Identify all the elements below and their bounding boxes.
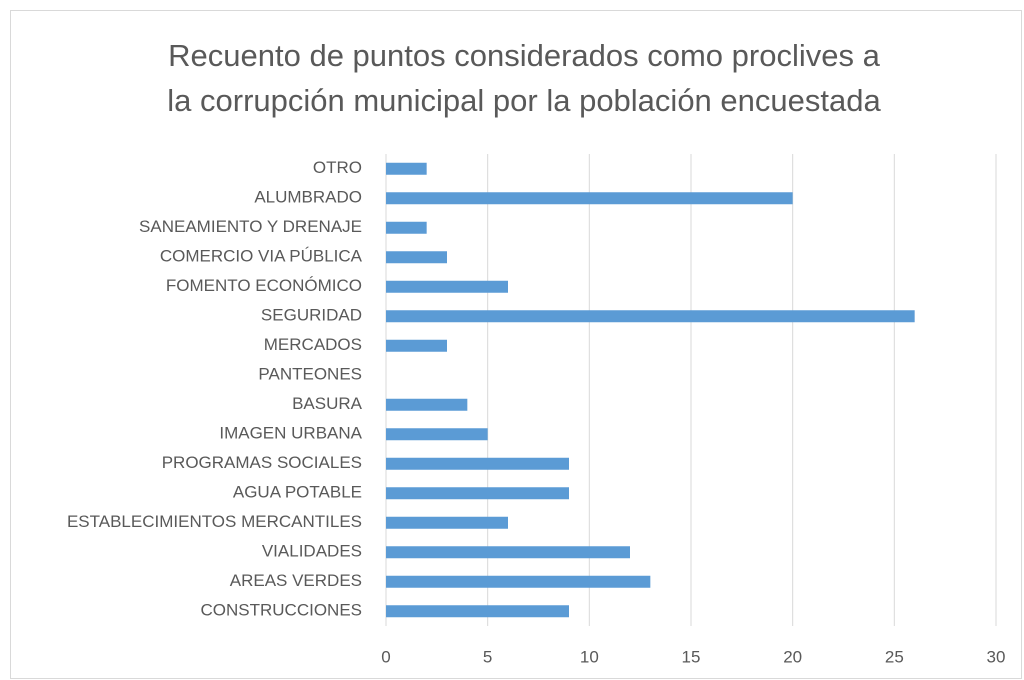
y-tick-label: AREAS VERDES bbox=[230, 571, 362, 590]
y-tick-label: ALUMBRADO bbox=[254, 188, 362, 207]
bar bbox=[386, 516, 508, 529]
bar bbox=[386, 428, 488, 441]
y-tick-label: SEGURIDAD bbox=[261, 306, 362, 325]
x-tick-label: 0 bbox=[381, 647, 390, 666]
bar bbox=[386, 310, 915, 323]
bar bbox=[386, 251, 447, 264]
bar bbox=[386, 192, 793, 205]
y-tick-label: SANEAMIENTO Y DRENAJE bbox=[139, 217, 362, 236]
y-tick-label: MERCADOS bbox=[264, 335, 362, 354]
y-tick-label: PANTEONES bbox=[258, 365, 362, 384]
y-tick-label: FOMENTO ECONÓMICO bbox=[166, 276, 362, 295]
x-tick-label: 10 bbox=[580, 647, 599, 666]
x-tick-label: 15 bbox=[682, 647, 701, 666]
x-tick-label: 30 bbox=[987, 647, 1006, 666]
bar bbox=[386, 339, 447, 352]
bar bbox=[386, 221, 427, 234]
y-tick-label: ESTABLECIMIENTOS MERCANTILES bbox=[67, 512, 362, 531]
bar bbox=[386, 487, 569, 500]
bar bbox=[386, 575, 651, 588]
bar bbox=[386, 398, 468, 411]
y-tick-label: CONSTRUCCIONES bbox=[200, 601, 362, 620]
y-tick-label: IMAGEN URBANA bbox=[219, 424, 362, 443]
bar bbox=[386, 546, 630, 559]
bar bbox=[386, 457, 569, 470]
y-tick-label: VIALIDADES bbox=[262, 542, 362, 561]
x-tick-label: 25 bbox=[885, 647, 904, 666]
chart-title: la corrupción municipal por la población… bbox=[167, 83, 881, 118]
y-tick-label: COMERCIO VIA PÚBLICA bbox=[160, 247, 363, 266]
x-tick-label: 5 bbox=[483, 647, 492, 666]
y-tick-label: BASURA bbox=[292, 394, 363, 413]
x-tick-label: 20 bbox=[783, 647, 802, 666]
y-tick-label: OTRO bbox=[313, 158, 362, 177]
y-tick-label: PROGRAMAS SOCIALES bbox=[162, 453, 362, 472]
chart-frame bbox=[10, 10, 1022, 679]
bar bbox=[386, 162, 427, 175]
chart-title: Recuento de puntos considerados como pro… bbox=[168, 38, 880, 73]
y-tick-label: AGUA POTABLE bbox=[233, 483, 362, 502]
bar bbox=[386, 280, 508, 293]
bar bbox=[386, 605, 569, 618]
